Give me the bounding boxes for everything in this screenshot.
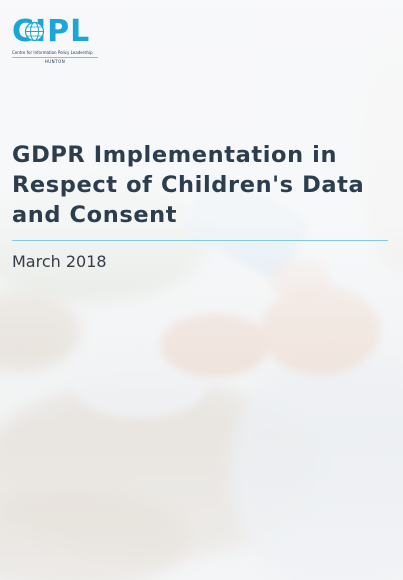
- logo-divider: [12, 57, 98, 58]
- cipl-logo: CIPL Centre for Information Policy Leade…: [12, 16, 98, 66]
- globe-icon: [24, 21, 45, 42]
- logo-firm-name: HUNTON: [44, 59, 66, 64]
- report-date: March 2018: [12, 252, 107, 271]
- report-title: GDPR Implementation in Respect of Childr…: [12, 142, 365, 228]
- logo-org-name: Centre for Information Policy Leadership: [12, 50, 93, 55]
- logo-wordmark: CIPL: [12, 14, 91, 49]
- title-divider: [12, 240, 388, 241]
